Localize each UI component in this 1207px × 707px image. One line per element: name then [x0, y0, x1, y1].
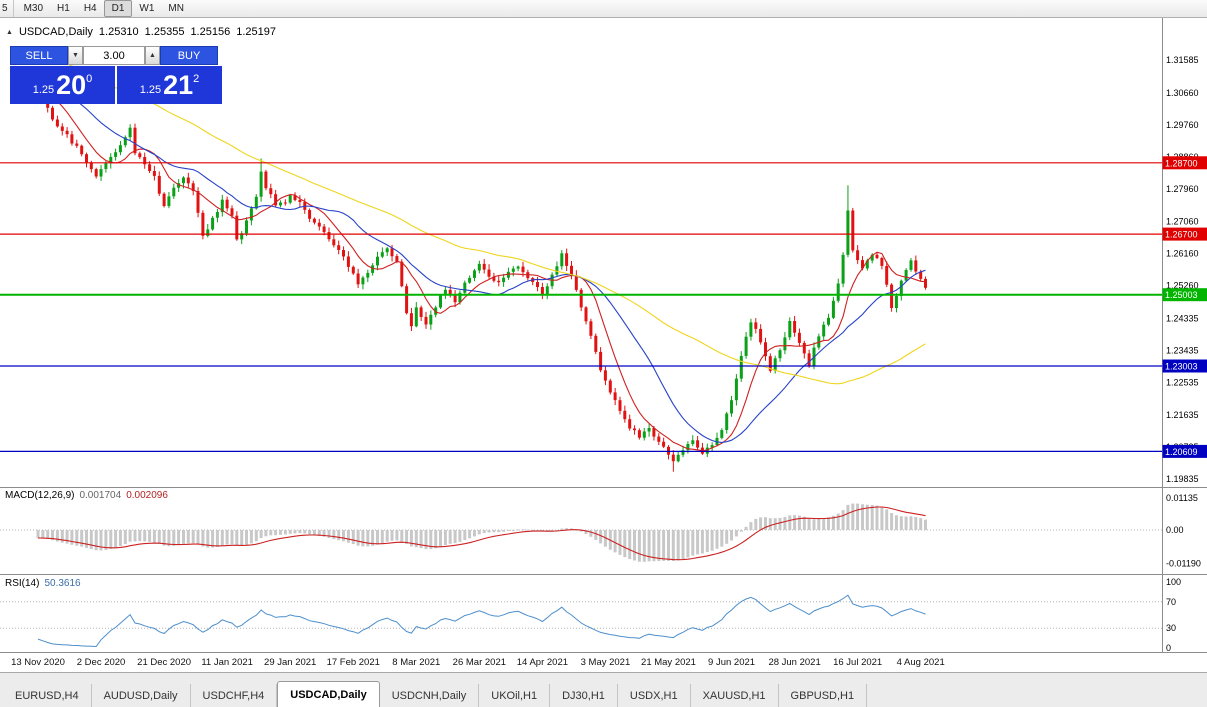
macd-indicator-label: MACD(12,26,9) 0.001704 0.002096	[5, 490, 168, 501]
collapse-arrow-icon[interactable]: ▲	[6, 28, 13, 36]
svg-text:30: 30	[1166, 623, 1176, 633]
svg-text:28 Jun 2021: 28 Jun 2021	[768, 657, 820, 668]
chart-tab-bar: EURUSD,H4 AUDUSD,Daily USDCHF,H4 USDCAD,Dai…	[0, 672, 1207, 707]
svg-text:1.28700: 1.28700	[1165, 158, 1198, 168]
timeframe-button-mn[interactable]: MN	[168, 3, 184, 14]
svg-text:1.27960: 1.27960	[1166, 184, 1199, 194]
buy-price-button[interactable]: 1.25 21 2	[117, 66, 222, 104]
macd-name: MACD(12,26,9)	[5, 490, 75, 501]
svg-text:0.01135: 0.01135	[1166, 493, 1198, 503]
tab-usdcad-daily[interactable]: USDCAD,Daily	[277, 681, 380, 707]
svg-text:1.20609: 1.20609	[1165, 447, 1198, 457]
svg-text:-0.01190: -0.01190	[1166, 559, 1201, 569]
svg-text:4 Aug 2021: 4 Aug 2021	[897, 657, 945, 668]
rsi-indicator-label: RSI(14) 50.3616	[5, 578, 81, 589]
svg-text:70: 70	[1166, 597, 1176, 607]
chart-area: 1.315851.306601.297601.288601.279601.270…	[0, 18, 1207, 672]
svg-text:17 Feb 2021: 17 Feb 2021	[327, 657, 380, 668]
tab-xauusd-h1[interactable]: XAUUSD,H1	[691, 684, 779, 707]
sell-button[interactable]: SELL	[10, 46, 68, 65]
svg-text:13 Nov 2020: 13 Nov 2020	[11, 657, 65, 668]
chart-ohlc-header: ▲ USDCAD,Daily 1.25310 1.25355 1.25156 1…	[6, 26, 276, 38]
svg-text:8 Mar 2021: 8 Mar 2021	[392, 657, 440, 668]
sell-price-pipette: 0	[86, 73, 93, 85]
buy-price-prefix: 1.25	[139, 84, 162, 96]
buy-price-big: 21	[163, 69, 194, 100]
tab-usdx-h1[interactable]: USDX,H1	[618, 684, 691, 707]
svg-text:1.25260: 1.25260	[1166, 280, 1199, 290]
tab-dj30-h1[interactable]: DJ30,H1	[550, 684, 618, 707]
svg-text:0.00: 0.00	[1166, 525, 1184, 535]
svg-text:1.31585: 1.31585	[1166, 55, 1199, 65]
ohlc-open: 1.25310	[98, 26, 139, 38]
sell-price-big: 20	[56, 69, 87, 100]
svg-text:21 May 2021: 21 May 2021	[641, 657, 696, 668]
volume-input[interactable]	[83, 46, 145, 65]
svg-text:1.25003: 1.25003	[1165, 290, 1198, 300]
svg-text:21 Dec 2020: 21 Dec 2020	[137, 657, 191, 668]
svg-text:26 Mar 2021: 26 Mar 2021	[453, 657, 506, 668]
macd-value-main: 0.001704	[79, 490, 122, 501]
svg-text:2 Dec 2020: 2 Dec 2020	[77, 657, 126, 668]
svg-text:1.30660: 1.30660	[1166, 88, 1199, 98]
svg-text:1.27060: 1.27060	[1166, 216, 1199, 226]
timeframe-button-5[interactable]: 5	[0, 0, 14, 17]
svg-text:1.22535: 1.22535	[1166, 378, 1199, 388]
svg-text:14 Apr 2021: 14 Apr 2021	[517, 657, 568, 668]
volume-increase-icon[interactable]: ▲	[145, 46, 160, 65]
svg-text:1.21635: 1.21635	[1166, 410, 1199, 420]
svg-text:1.24335: 1.24335	[1166, 313, 1199, 323]
timeframe-button-d1[interactable]: D1	[103, 0, 133, 17]
buy-price-pipette: 2	[193, 73, 200, 85]
ohlc-low: 1.25156	[190, 26, 231, 38]
rsi-value: 50.3616	[44, 578, 81, 589]
one-click-price-row: 1.25 20 0 1.25 21 2	[10, 66, 222, 104]
svg-text:1.26160: 1.26160	[1166, 248, 1199, 258]
chart-symbol-label: USDCAD,Daily	[18, 26, 93, 38]
svg-text:29 Jan 2021: 29 Jan 2021	[264, 657, 316, 668]
tab-eurusd-h4[interactable]: EURUSD,H4	[3, 684, 92, 707]
svg-text:1.29760: 1.29760	[1166, 120, 1199, 130]
rsi-name: RSI(14)	[5, 578, 40, 589]
price-chart-canvas[interactable]: 1.315851.306601.297601.288601.279601.270…	[0, 18, 1207, 672]
svg-text:100: 100	[1166, 577, 1181, 587]
svg-text:9 Jun 2021: 9 Jun 2021	[708, 657, 755, 668]
svg-text:16 Jul 2021: 16 Jul 2021	[833, 657, 882, 668]
svg-text:1.26700: 1.26700	[1165, 230, 1198, 240]
sell-price-button[interactable]: 1.25 20 0	[10, 66, 115, 104]
macd-value-signal: 0.002096	[126, 490, 168, 501]
svg-text:0: 0	[1166, 643, 1171, 653]
buy-button[interactable]: BUY	[160, 46, 218, 65]
tab-audusd-daily[interactable]: AUDUSD,Daily	[92, 684, 191, 707]
volume-decrease-icon[interactable]: ▼	[68, 46, 83, 65]
svg-text:1.23435: 1.23435	[1166, 346, 1199, 356]
tab-ukoil-h1[interactable]: UKOil,H1	[479, 684, 551, 707]
tab-usdcnh-daily[interactable]: USDCNH,Daily	[380, 684, 480, 707]
tab-gbpusd-h1[interactable]: GBPUSD,H1	[779, 684, 868, 707]
timeframe-button-h1[interactable]: H1	[57, 3, 70, 14]
timeframe-toolbar: 5 M30 H1 H4 D1 W1 MN	[0, 0, 1207, 18]
timeframe-button-w1[interactable]: W1	[139, 3, 155, 14]
timeframe-button-h4[interactable]: H4	[83, 3, 97, 14]
svg-text:1.23003: 1.23003	[1165, 361, 1198, 371]
svg-text:1.19835: 1.19835	[1166, 474, 1199, 484]
tab-usdchf-h4[interactable]: USDCHF,H4	[191, 684, 278, 707]
svg-text:11 Jan 2021: 11 Jan 2021	[201, 657, 253, 668]
svg-text:3 May 2021: 3 May 2021	[581, 657, 631, 668]
one-click-top-row: SELL ▼ ▲ BUY	[10, 46, 222, 65]
ohlc-close: 1.25197	[236, 26, 276, 38]
sell-price-prefix: 1.25	[32, 84, 55, 96]
ohlc-high: 1.25355	[144, 26, 185, 38]
timeframe-button-m30[interactable]: M30	[23, 3, 44, 14]
